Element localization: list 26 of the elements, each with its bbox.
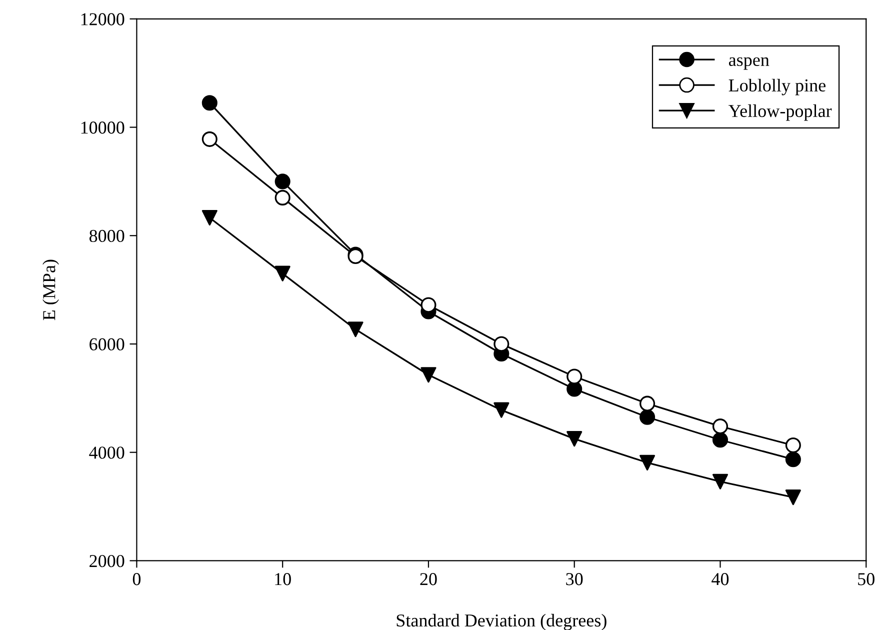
point bbox=[420, 367, 436, 383]
y-tick-label: 10000 bbox=[81, 122, 124, 134]
legend-label: aspen bbox=[728, 57, 770, 70]
y-axis-title: E (MPa) bbox=[42, 260, 59, 320]
point bbox=[640, 454, 656, 470]
point bbox=[202, 210, 218, 226]
x-axis-title: Standard Deviation (degrees) bbox=[396, 614, 606, 630]
legend-label: Yellow-poplar bbox=[728, 104, 832, 121]
y-tick-label: 2000 bbox=[90, 554, 124, 568]
y-tick-label: 8000 bbox=[89, 230, 124, 242]
x-tick-label: 0 bbox=[132, 573, 141, 586]
y-tick-label: 12000 bbox=[81, 13, 124, 26]
point bbox=[566, 431, 582, 447]
point bbox=[712, 474, 728, 490]
x-tick-label: 50 bbox=[858, 573, 874, 586]
point bbox=[274, 266, 290, 282]
legend-label: Loblolly pine bbox=[728, 78, 826, 96]
point bbox=[785, 490, 801, 506]
y-tick-label: 6000 bbox=[90, 338, 124, 350]
x-tick-label: 10 bbox=[275, 573, 291, 586]
point bbox=[348, 322, 364, 338]
x-tick-label: 40 bbox=[712, 573, 729, 586]
point bbox=[494, 402, 510, 418]
x-tick-label: 20 bbox=[420, 573, 437, 586]
y-tick-label: 4000 bbox=[89, 446, 124, 459]
x-tick-label: 30 bbox=[566, 573, 583, 586]
